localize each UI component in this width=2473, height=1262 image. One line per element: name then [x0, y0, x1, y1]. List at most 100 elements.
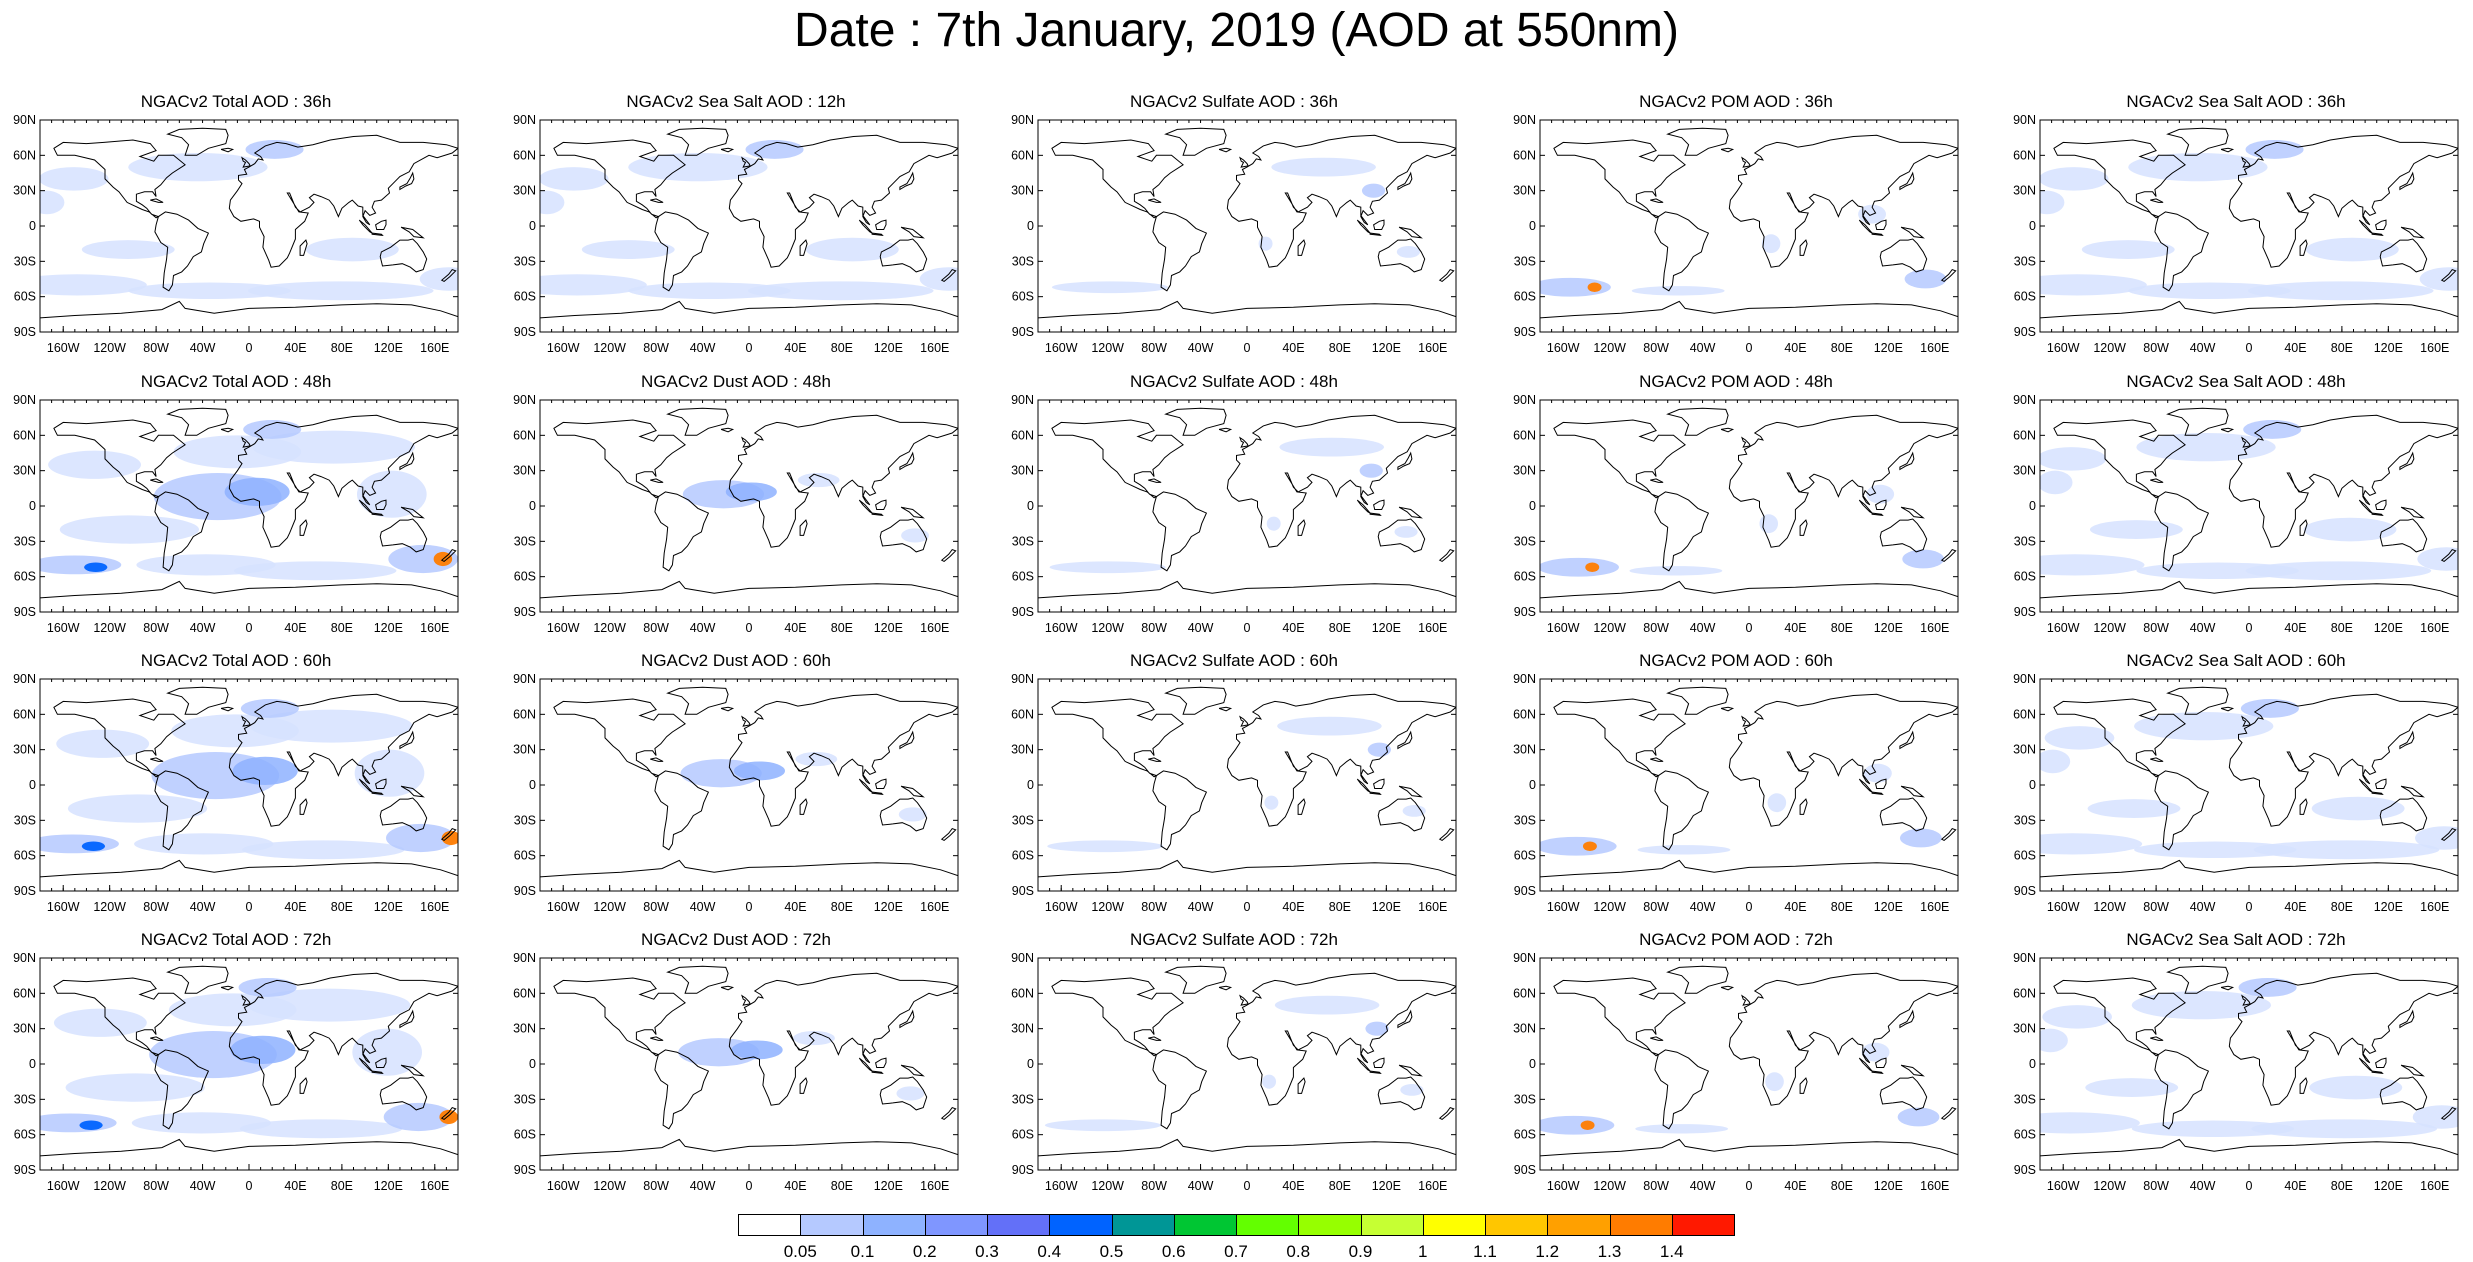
lon-tick-label: 80E: [2331, 1179, 2353, 1193]
great-britain-coastline: [241, 156, 251, 168]
panel-title: NGACv2 POM AOD : 36h: [1639, 92, 1833, 111]
map-panel: NGACv2 POM AOD : 72h 90N 60N 30N 0 30S 60S 90S 1…: [1500, 930, 1996, 1212]
great-britain-coastline: [741, 715, 751, 727]
lat-tick-label: 0: [2029, 778, 2036, 792]
aerosol-patch: [1540, 836, 1617, 856]
aerosol-patch: [1761, 234, 1781, 254]
colorbar-swatch: [1298, 1214, 1362, 1236]
aerosol-patch: [2044, 726, 2115, 750]
colorbar-label: 1.3: [1597, 1242, 1622, 1261]
lon-tick-label: 120W: [593, 341, 626, 355]
iceland-coastline: [2220, 985, 2235, 991]
aerosol-patch: [40, 167, 109, 191]
lat-tick-label: 30S: [2014, 813, 2036, 827]
antarctica-coast-coastline: [540, 859, 958, 878]
colorbar-label: 0.7: [1224, 1242, 1248, 1261]
lon-tick-label: 40W: [1188, 341, 1214, 355]
new-zealand-coastline: [440, 1107, 457, 1120]
great-britain-coastline: [1741, 715, 1751, 727]
south-america-coastline: [1654, 491, 1710, 572]
lon-tick-label: 160W: [547, 341, 580, 355]
panel-title: NGACv2 Sulfate AOD : 48h: [1130, 372, 1338, 391]
panel-title: NGACv2 POM AOD : 60h: [1639, 651, 1833, 670]
lat-tick-label: 30S: [14, 813, 36, 827]
iceland-coastline: [220, 427, 235, 433]
japan-coastline: [399, 1009, 415, 1029]
lon-tick-label: 80W: [1643, 341, 1669, 355]
aerosol-patch: [352, 1028, 423, 1076]
south-america-coastline: [154, 211, 210, 292]
aerosol-patch: [2089, 520, 2183, 539]
madagascar-coastline: [1799, 239, 1808, 256]
lon-tick-label: 40E: [1282, 621, 1304, 635]
lat-tick-label: 60S: [1514, 570, 1536, 584]
africa-eurasia-coastline: [1728, 972, 1958, 1106]
antarctica-coast-coastline: [540, 300, 958, 319]
new-zealand-coastline: [940, 549, 957, 562]
aerosol-patch: [224, 477, 290, 506]
lat-tick-label: 60N: [1011, 707, 1034, 721]
aerosol-patch: [2081, 240, 2175, 259]
north-america-coastline: [2053, 977, 2186, 1057]
north-america-coastline: [553, 977, 686, 1057]
lat-tick-label: 30N: [1011, 743, 1034, 757]
africa-eurasia-coastline: [728, 972, 958, 1106]
colorbar-label: 1.2: [1535, 1242, 1560, 1261]
lon-tick-label: 80W: [643, 900, 669, 914]
indonesia-east-coastline: [2371, 232, 2384, 237]
lat-tick-label: 30S: [14, 254, 36, 268]
aerosol-patch: [733, 761, 785, 781]
lat-tick-label: 60S: [1514, 290, 1536, 304]
lat-tick-label: 0: [29, 1057, 36, 1071]
lon-tick-label: 0: [2246, 341, 2253, 355]
world-map: 90N 60N 30N 0 30S 60S 90S 160W 120W 80W 40W 0 40E 80E…: [1011, 393, 1457, 635]
australia-coastline: [379, 518, 428, 553]
colorbar-swatch: [738, 1214, 802, 1236]
world-map: 90N 60N 30N 0 30S 60S 90S 160W 120W 80W 40W 0 40E 80E…: [2013, 672, 2459, 914]
indonesia-east-coastline: [371, 512, 384, 517]
lon-tick-label: 120E: [1372, 621, 1401, 635]
aerosol-patch: [1629, 566, 1723, 576]
lon-tick-label: 120W: [1091, 621, 1124, 635]
lon-tick-label: 120E: [2374, 1179, 2403, 1193]
world-map: 90N 60N 30N 0 30S 60S 90S 160W 120W 80W 40W 0 40E 80E…: [1011, 113, 1457, 355]
lat-tick-label: 90S: [1012, 325, 1034, 339]
madagascar-coastline: [1297, 1077, 1306, 1094]
lat-tick-label: 60S: [14, 570, 36, 584]
aerosol-patch: [1264, 795, 1279, 810]
panel-title: NGACv2 Dust AOD : 60h: [641, 651, 831, 670]
map-panel: NGACv2 Total AOD : 36h 90N 60N 30N 0 30S 60S 90…: [0, 92, 496, 374]
north-america-coastline: [553, 419, 686, 499]
borneo-coastline: [1373, 778, 1385, 789]
lon-tick-label: 80E: [831, 621, 853, 635]
lon-tick-label: 160E: [420, 341, 449, 355]
colorbar-swatch: [1671, 1214, 1735, 1236]
lon-tick-label: 0: [246, 621, 253, 635]
lat-tick-label: 0: [29, 778, 36, 792]
world-map: 90N 60N 30N 0 30S 60S 90S 160W 120W 80W 40W 0 40E 80E…: [513, 951, 959, 1193]
aerosol-patch: [2131, 1120, 2295, 1138]
new-zealand-coastline: [940, 269, 957, 282]
cuba-coastline: [150, 478, 164, 483]
borneo-coastline: [375, 778, 387, 789]
lon-tick-label: 160W: [2047, 900, 2080, 914]
indonesia-east-coastline: [1871, 1070, 1884, 1075]
aerosol-patch: [2417, 547, 2458, 571]
lat-tick-label: 30S: [1514, 1092, 1536, 1106]
antarctica-coast-coastline: [1540, 859, 1958, 878]
lat-tick-label: 30S: [1012, 534, 1034, 548]
new-zealand-coastline: [440, 549, 457, 562]
indonesia-west-coastline: [1858, 778, 1873, 793]
aerosol-patch: [81, 240, 175, 259]
panel-title: NGACv2 POM AOD : 48h: [1639, 372, 1833, 391]
new-guinea-coastline: [1900, 785, 1925, 798]
lat-tick-label: 30S: [2014, 1092, 2036, 1106]
lon-tick-label: 80W: [1643, 900, 1669, 914]
world-map: 90N 60N 30N 0 30S 60S 90S 160W 120W 80W 40W 0 40E 80E…: [513, 393, 959, 635]
lat-tick-label: 90S: [14, 884, 36, 898]
indonesia-west-coastline: [1356, 219, 1371, 234]
lat-tick-label: 90N: [13, 951, 36, 965]
lon-tick-label: 40E: [2284, 621, 2306, 635]
lat-tick-label: 60N: [1513, 986, 1536, 1000]
aerosol-patch: [1047, 840, 1164, 853]
